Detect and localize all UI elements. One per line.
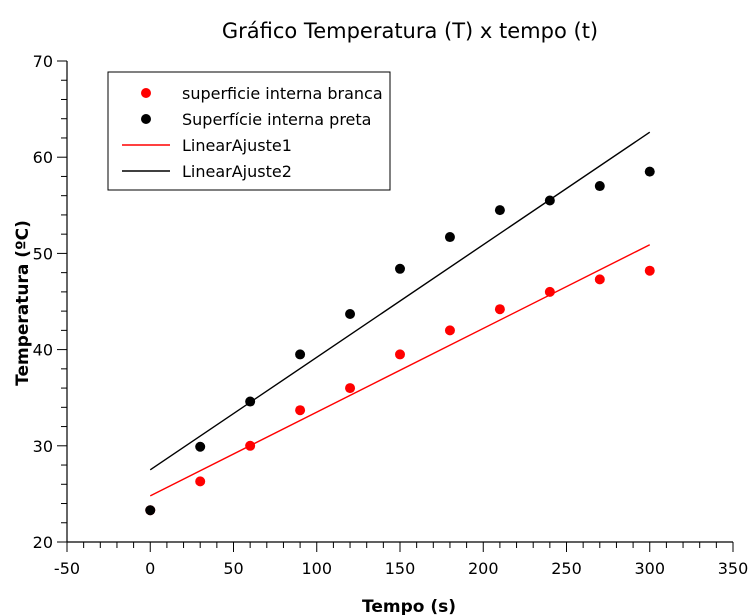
y-tick-label: 30: [33, 437, 53, 456]
x-tick-label: 250: [551, 559, 582, 578]
data-point-series-1: [395, 349, 405, 360]
y-axis-label: Temperatura (ºC): [13, 220, 33, 386]
x-tick-label: 50: [223, 559, 243, 578]
x-tick-label: 300: [634, 559, 665, 578]
data-point-series-1: [494, 304, 505, 315]
fit-lines: [149, 131, 651, 497]
x-axis-label: Tempo (s): [362, 597, 456, 615]
data-point-series-2: [345, 309, 356, 320]
data-points: [145, 166, 655, 516]
x-tick-label: 0: [145, 559, 155, 578]
fit-line-linearajuste1: [149, 244, 651, 497]
legend-entry-label: Superfície interna preta: [182, 110, 371, 129]
y-tick-label: 40: [33, 341, 53, 360]
chart-title: Gráfico Temperatura (T) x tempo (t): [222, 19, 598, 43]
data-point-series-1: [245, 440, 256, 451]
data-point-series-2: [644, 166, 655, 177]
fit-line-linearajuste2: [149, 131, 651, 471]
legend-entry-label: superficie interna branca: [182, 84, 383, 103]
legend-entry-label: LinearAjuste1: [182, 136, 292, 155]
data-point-series-2: [494, 205, 505, 216]
legend-marker: [141, 114, 151, 124]
data-point-series-1: [594, 274, 605, 285]
x-tick-label: -50: [54, 559, 80, 578]
data-point-series-1: [345, 383, 356, 394]
data-point-series-2: [544, 195, 555, 206]
data-point-series-2: [395, 263, 405, 274]
axes: -50 0 50 100 150 200 250 300 350 20 30 40 50 60 70: [33, 52, 748, 578]
x-tick-label: 100: [301, 559, 332, 578]
data-point-series-1: [444, 325, 455, 336]
y-tick-label: 70: [33, 52, 53, 71]
legend: superficie interna branca Superfície inte…: [107, 71, 391, 191]
y-tick-label: 20: [33, 533, 53, 552]
legend-entry-label: LinearAjuste2: [182, 162, 292, 181]
data-point-series-2: [195, 441, 206, 452]
data-point-series-2: [594, 181, 605, 192]
data-point-series-1: [644, 265, 655, 276]
x-tick-label: 350: [718, 559, 748, 578]
data-point-series-2: [295, 349, 306, 360]
legend-marker: [141, 88, 151, 98]
data-point-series-1: [544, 286, 555, 297]
y-tick-label: 60: [33, 148, 53, 167]
data-point-series-1: [295, 405, 306, 416]
x-tick-label: 150: [385, 559, 416, 578]
data-point-series-1: [195, 476, 206, 487]
x-tick-label: 200: [468, 559, 499, 578]
data-point-series-2: [145, 505, 156, 516]
y-tick-label: 50: [33, 244, 53, 263]
data-point-series-2: [245, 396, 256, 407]
data-point-series-2: [444, 232, 455, 243]
